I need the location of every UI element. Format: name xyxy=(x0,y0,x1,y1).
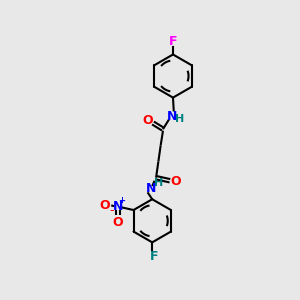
Text: N: N xyxy=(113,200,123,213)
Text: +: + xyxy=(118,196,125,205)
Text: H: H xyxy=(154,178,163,188)
Text: O: O xyxy=(171,175,182,188)
Text: -: - xyxy=(109,204,113,217)
Text: O: O xyxy=(100,199,110,212)
Text: O: O xyxy=(142,114,153,127)
Text: F: F xyxy=(149,250,158,263)
Text: N: N xyxy=(167,110,177,123)
Text: O: O xyxy=(113,216,124,229)
Text: F: F xyxy=(169,35,177,48)
Text: H: H xyxy=(175,114,184,124)
Text: N: N xyxy=(146,182,156,195)
